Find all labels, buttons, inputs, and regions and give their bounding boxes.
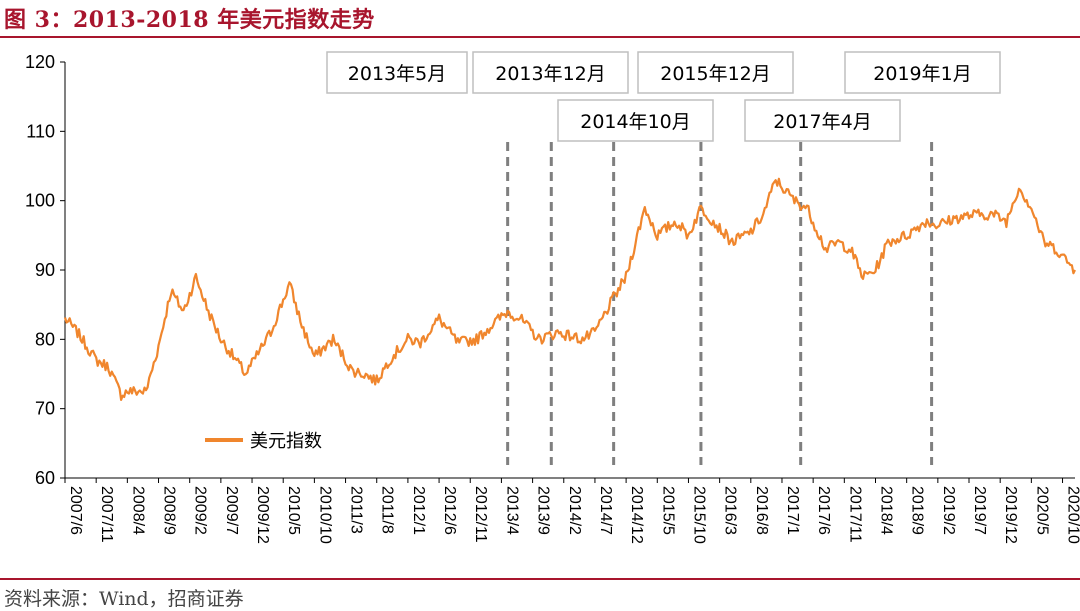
x-tick-label: 2016/8 — [753, 486, 770, 535]
annotation-box — [326, 51, 468, 94]
x-tick-label: 2007/11 — [98, 486, 115, 543]
annotation-label: 2013年5月 — [348, 63, 446, 85]
bottom-rule — [0, 578, 1080, 580]
annotation-box — [637, 51, 794, 94]
annotation-label: 2014年10月 — [580, 111, 691, 133]
annotation-label: 2017年4月 — [773, 111, 871, 133]
x-tick-label: 2013/9 — [535, 486, 552, 535]
x-axis-ticks: 2007/6 2007/11 2008/4 2008/9 2009/2 2009/7 200… — [64, 478, 1080, 544]
y-tick-label: 120 — [25, 52, 55, 72]
x-tick-label: 2014/2 — [566, 486, 583, 535]
y-tick-label: 90 — [35, 260, 55, 280]
x-tick-label: 2014/7 — [597, 486, 614, 535]
x-tick-label: 2019/12 — [1002, 486, 1019, 544]
x-tick-label: 2017/1 — [784, 486, 801, 535]
x-tick-label: 2010/5 — [285, 486, 302, 535]
y-tick-label: 70 — [35, 399, 55, 419]
y-tick-label: 110 — [26, 121, 55, 141]
x-tick-label: 2017/11 — [846, 486, 863, 543]
x-tick-label: 2010/10 — [316, 486, 333, 544]
x-tick-label: 2012/11 — [472, 486, 489, 543]
x-tick-label: 2007/6 — [67, 486, 84, 535]
x-tick-label: 2015/10 — [690, 486, 707, 544]
x-tick-label: 2011/3 — [348, 486, 365, 534]
x-tick-label: 2020/10 — [1065, 486, 1080, 544]
annotation-box — [844, 51, 1001, 94]
x-tick-label: 2016/3 — [722, 486, 739, 535]
x-tick-label: 2020/5 — [1033, 486, 1050, 535]
y-tick-label: 100 — [25, 191, 55, 211]
x-tick-label: 2014/12 — [628, 486, 645, 544]
x-tick-label: 2012/1 — [410, 486, 427, 535]
annotation-label: 2015年12月 — [660, 63, 771, 85]
y-tick-label: 80 — [35, 329, 55, 349]
annotation-boxes: 2013年5月 2013年12月 2015年12月 2019年1月 2014年10月 20… — [326, 51, 1001, 142]
annotation-label: 2013年12月 — [495, 63, 606, 85]
x-tick-label: 2019/2 — [940, 486, 957, 535]
source-note: 资料来源：Wind，招商证券 — [4, 588, 244, 610]
x-tick-label: 2018/4 — [877, 486, 894, 535]
x-tick-label: 2008/4 — [129, 486, 146, 535]
annotation-box — [472, 51, 629, 94]
x-tick-label: 2009/12 — [254, 486, 271, 544]
y-axis-ticks: 60 70 80 90 100 110 120 — [25, 52, 65, 488]
x-tick-label: 2019/7 — [971, 486, 988, 535]
event-lines — [506, 142, 934, 465]
legend-label: 美元指数 — [250, 431, 322, 452]
x-tick-label: 2018/9 — [909, 486, 926, 535]
annotation-box — [557, 99, 714, 142]
x-tick-label: 2009/2 — [192, 486, 209, 535]
x-tick-label: 2009/7 — [223, 486, 240, 535]
x-tick-label: 2015/5 — [659, 486, 676, 535]
x-tick-label: 2017/6 — [815, 486, 832, 535]
top-rule — [0, 36, 1080, 38]
annotation-label: 2019年1月 — [873, 63, 971, 85]
series-line-usd-index — [63, 177, 1076, 401]
series-layer — [63, 177, 1076, 401]
x-tick-label: 2012/6 — [441, 486, 458, 535]
figure-title: 图 3：2013-2018 年美元指数走势 — [4, 7, 375, 33]
x-tick-label: 2011/8 — [379, 486, 396, 534]
annotation-box — [744, 99, 901, 142]
x-tick-label: 2008/9 — [161, 486, 178, 535]
legend: 美元指数 — [205, 431, 322, 452]
x-tick-label: 2013/4 — [503, 486, 520, 535]
y-tick-label: 60 — [35, 468, 55, 488]
